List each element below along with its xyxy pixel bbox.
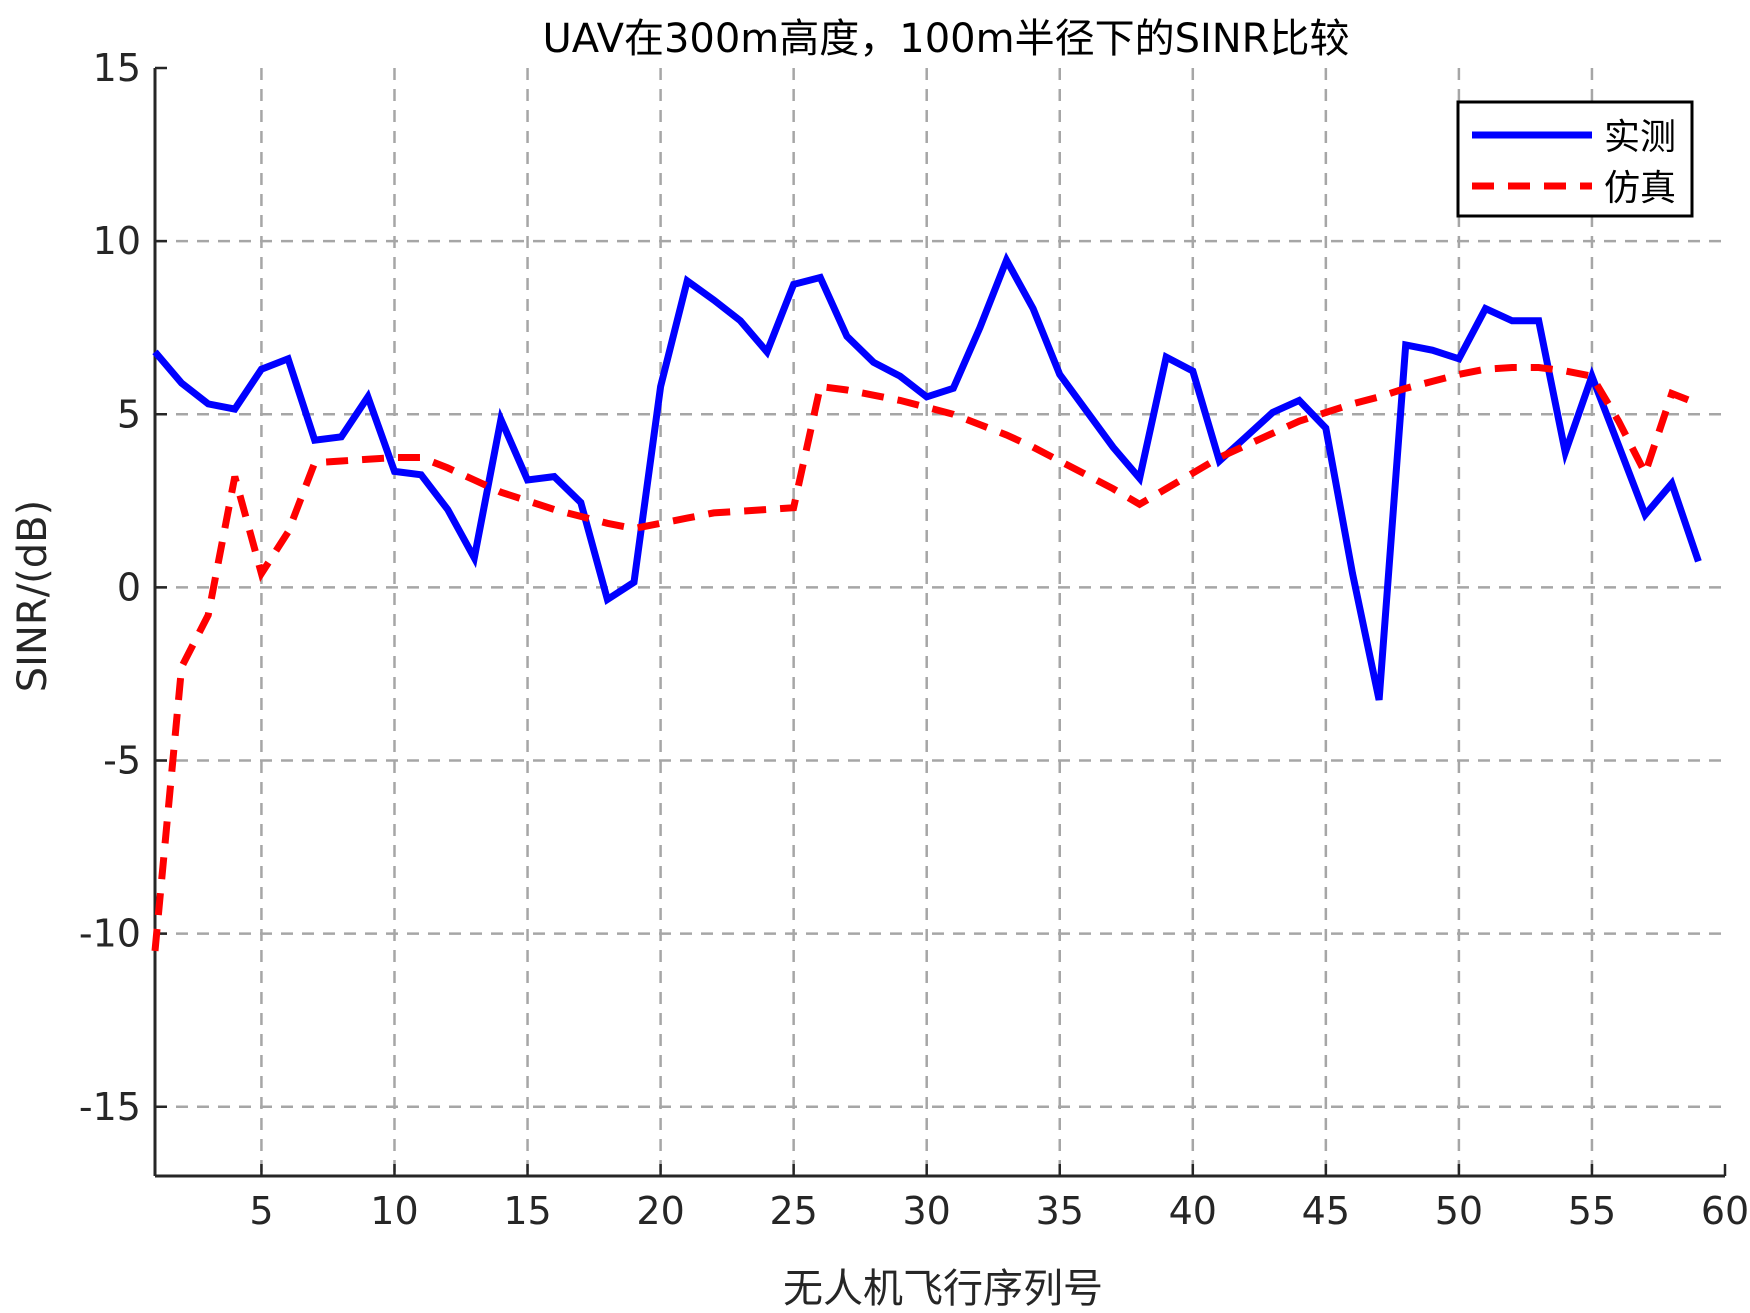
- x-tick-label-40: 40: [1169, 1189, 1217, 1233]
- y-tick-label--10: -10: [79, 912, 141, 956]
- x-axis-title: 无人机飞行序列号: [783, 1266, 1103, 1312]
- x-tick-label-60: 60: [1701, 1189, 1749, 1233]
- y-tick-label--15: -15: [79, 1085, 141, 1129]
- tick-labels: 5 10 15 20 25 30 35 40 45 50 55 60 -15 -10 -5 0 5 10 15: [79, 46, 1749, 1233]
- y-axis-title: SINR/(dB): [10, 500, 56, 692]
- x-tick-label-15: 15: [503, 1189, 551, 1233]
- x-tick-label-20: 20: [636, 1189, 684, 1233]
- x-tick-label-45: 45: [1302, 1189, 1350, 1233]
- y-tick-label-5: 5: [117, 392, 141, 436]
- chart-title: UAV在300m高度，100m半径下的SINR比较: [543, 16, 1350, 62]
- legend: 实测 仿真: [1456, 100, 1694, 218]
- series-line-measured: [152, 251, 1702, 701]
- legend-label-simulated: 仿真: [1604, 168, 1676, 209]
- y-tick-label-10: 10: [93, 219, 141, 263]
- x-tick-label-30: 30: [903, 1189, 951, 1233]
- y-tick-label-0: 0: [117, 565, 141, 609]
- x-tick-label-25: 25: [769, 1189, 817, 1233]
- series-lines: [151, 251, 1702, 952]
- x-tick-label-55: 55: [1568, 1189, 1616, 1233]
- legend-box: [1456, 100, 1694, 218]
- y-tick-label--5: -5: [103, 739, 141, 783]
- x-tick-label-50: 50: [1435, 1189, 1483, 1233]
- x-tick-label-10: 10: [370, 1189, 418, 1233]
- legend-label-measured: 实测: [1604, 117, 1676, 158]
- series-line-simulated: [151, 364, 1700, 952]
- y-tick-label-15: 15: [93, 46, 141, 90]
- x-tick-label-35: 35: [1036, 1189, 1084, 1233]
- x-tick-label-5: 5: [249, 1189, 273, 1233]
- axes: [153, 66, 1727, 1178]
